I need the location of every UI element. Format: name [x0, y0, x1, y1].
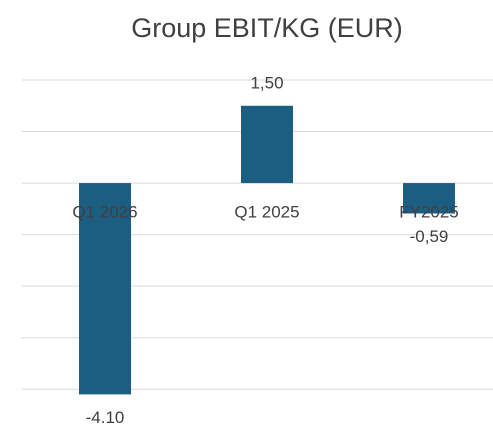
chart-title: Group EBIT/KG (EUR) [131, 13, 403, 43]
bar [241, 105, 293, 184]
data-label: -4.10 [86, 408, 125, 427]
bar [79, 183, 131, 395]
data-label: -0,59 [410, 227, 449, 246]
x-tick-label: FY2025 [399, 203, 459, 222]
x-tick-label: Q1 2026 [72, 203, 137, 222]
x-tick-label: Q1 2025 [234, 203, 299, 222]
bar [403, 183, 455, 214]
data-label: 1,50 [250, 73, 283, 92]
